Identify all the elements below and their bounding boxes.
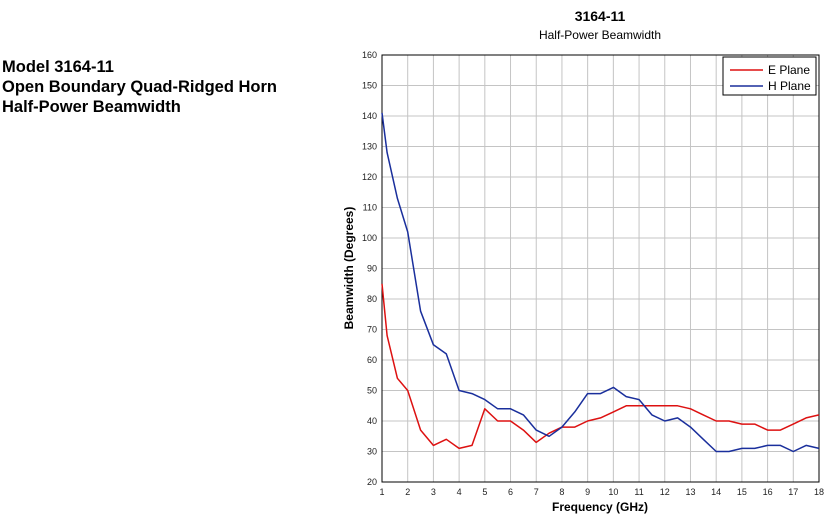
y-tick-labels: 20 30 40 50 60 70 80 90 100 110 120 130 140 150 160	[362, 50, 377, 487]
y-tick-label: 100	[362, 233, 377, 243]
x-tick-label: 15	[737, 487, 747, 497]
y-tick-label: 140	[362, 111, 377, 121]
x-tick-label: 18	[814, 487, 824, 497]
x-tick-label: 6	[508, 487, 513, 497]
x-tick-labels: 1 2 3 4 5 6 7 8 9 10 11 12 13 14 15 16 17 18	[379, 487, 824, 497]
x-tick-label: 3	[431, 487, 436, 497]
chart-subtitle: Half-Power Beamwidth	[539, 28, 661, 42]
side-heading-product: Open Boundary Quad-Ridged Horn	[2, 78, 277, 96]
y-tick-label: 110	[363, 203, 377, 213]
x-tick-label: 8	[559, 487, 564, 497]
legend: E Plane H Plane	[722, 56, 817, 96]
x-tick-label: 17	[788, 487, 798, 497]
x-tick-label: 1	[379, 487, 384, 497]
y-tick-label: 160	[362, 50, 377, 60]
x-tick-label: 9	[585, 487, 590, 497]
x-tick-label: 13	[685, 487, 695, 497]
x-tick-label: 2	[405, 487, 410, 497]
side-heading-model: Model 3164-11	[2, 58, 114, 76]
series-lines	[381, 112, 820, 453]
x-tick-label: 5	[482, 487, 487, 497]
y-tick-label: 70	[367, 325, 377, 335]
x-tick-label: 14	[711, 487, 721, 497]
side-heading-measurement: Half-Power Beamwidth	[2, 98, 181, 116]
y-axis-title: Beamwidth (Degrees)	[342, 207, 356, 330]
legend-label-e-plane: E Plane	[768, 63, 810, 77]
series-line-h-plane	[381, 112, 820, 453]
x-axis-title: Frequency (GHz)	[552, 500, 648, 514]
y-tick-label: 150	[362, 81, 377, 91]
x-tick-label: 16	[763, 487, 773, 497]
y-tick-label: 120	[362, 172, 377, 182]
y-tick-label: 90	[367, 264, 377, 274]
legend-label-h-plane: H Plane	[768, 79, 811, 93]
x-tick-label: 7	[534, 487, 539, 497]
y-tick-label: 40	[367, 416, 377, 426]
y-tick-label: 80	[367, 294, 377, 304]
x-tick-label: 11	[634, 487, 643, 497]
x-tick-label: 4	[457, 487, 462, 497]
y-tick-label: 60	[367, 355, 377, 365]
y-tick-label: 50	[367, 386, 377, 396]
plot-area-frame	[381, 54, 820, 483]
x-tick-label: 12	[660, 487, 670, 497]
legend-box	[722, 56, 817, 96]
chart-title: 3164-11	[575, 8, 626, 24]
x-tick-label: 10	[608, 487, 618, 497]
y-tick-label: 20	[367, 477, 377, 487]
side-heading: Model 3164-11 Open Boundary Quad-Ridged …	[2, 57, 277, 117]
series-line-e-plane	[381, 283, 820, 450]
y-tick-label: 130	[362, 142, 377, 152]
y-tick-label: 30	[367, 447, 377, 457]
